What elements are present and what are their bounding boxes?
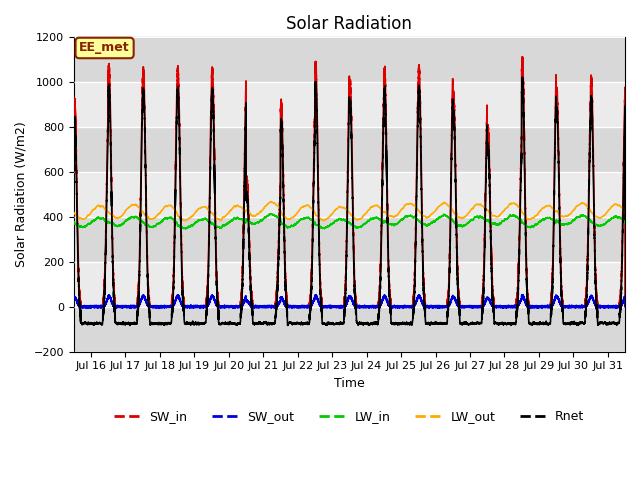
Line: LW_out: LW_out [74,202,640,221]
Rnet [638,319,640,325]
LW_in [285,224,293,230]
SW_in [638,304,640,310]
LW_in [638,221,640,227]
Bar [74,82,625,127]
SW_in [518,54,526,60]
LW_out [70,210,77,216]
SW_out [624,303,632,309]
LW_out [491,213,499,218]
LW_out [285,216,293,222]
LW_out [84,212,92,218]
Bar [74,262,625,307]
Rnet [624,321,632,326]
LW_in [624,223,632,228]
Rnet [326,320,333,326]
SW_out [356,305,364,311]
Bar [74,127,625,172]
SW_in [624,304,632,310]
Rnet [285,320,293,326]
Rnet [518,74,526,80]
SW_out [638,303,640,309]
LW_out [147,216,154,222]
Bar [74,217,625,262]
LW_in [70,219,77,225]
SW_in [84,304,92,310]
LW_out [628,218,636,224]
Legend: SW_in, SW_out, LW_in, LW_out, Rnet: SW_in, SW_out, LW_in, LW_out, Rnet [109,405,589,428]
LW_in [491,221,499,227]
SW_in [70,109,77,115]
SW_in [285,304,293,310]
LW_out [624,214,632,220]
Rnet [84,321,92,326]
SW_in [147,303,154,309]
Title: Solar Radiation: Solar Radiation [287,15,412,33]
Bar [74,307,625,351]
Bar [74,172,625,217]
SW_out [491,303,499,309]
LW_out [267,199,275,204]
LW_in [268,211,275,216]
LW_out [326,214,333,219]
Rnet [70,128,77,133]
SW_in [491,303,499,309]
LW_in [628,226,636,232]
SW_out [518,292,526,298]
Text: EE_met: EE_met [79,41,130,54]
LW_in [147,224,154,230]
Line: LW_in: LW_in [74,214,640,229]
Rnet [491,321,499,326]
Line: SW_out: SW_out [74,295,640,308]
SW_out [326,304,333,310]
X-axis label: Time: Time [334,377,365,390]
LW_out [638,212,640,217]
Line: SW_in: SW_in [74,57,640,307]
SW_out [70,295,77,301]
SW_in [326,304,333,310]
Y-axis label: Solar Radiation (W/m2): Solar Radiation (W/m2) [15,121,28,267]
SW_out [285,303,293,309]
Rnet [147,322,154,327]
SW_out [84,304,92,310]
LW_in [84,221,92,227]
Rnet [126,323,134,328]
SW_in [77,304,84,310]
LW_in [326,223,333,228]
SW_out [147,304,154,310]
Bar [74,37,625,82]
Line: Rnet: Rnet [74,77,640,325]
